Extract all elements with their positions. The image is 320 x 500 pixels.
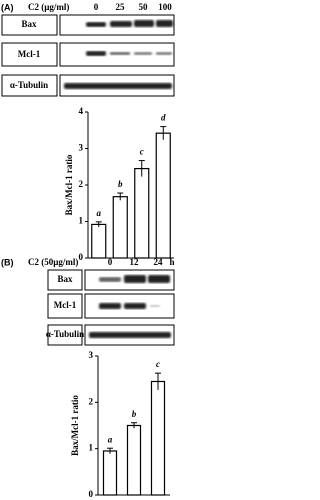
figure: (A) C2 (µg/ml) 0 25 50 100 Bax Mcl-1 α-T… [1, 2, 175, 499]
blot-bands [89, 275, 171, 338]
blot-label: Mcl-1 [18, 49, 41, 59]
blot-label: Mcl-1 [54, 300, 77, 310]
bar [91, 223, 107, 259]
bar [126, 424, 142, 496]
treatment: C2 (50µg/ml) [28, 257, 78, 267]
significance-letter: c [140, 147, 144, 157]
y-axis-label: Bax/Mcl-1 ratio [64, 154, 74, 215]
lane-label: 0 [94, 2, 99, 12]
bar [150, 380, 166, 496]
blot-bands [64, 20, 173, 89]
treatment: C2 (µg/ml) [28, 2, 69, 12]
significance-letter: a [97, 208, 102, 218]
y-tick-label: 2 [79, 179, 84, 189]
label-box [47, 324, 83, 346]
bar [112, 196, 128, 259]
bar [134, 167, 150, 259]
bar [155, 132, 171, 259]
label-box [1, 74, 58, 97]
blot-box [84, 293, 175, 319]
blot-label: α-Tubulin [10, 80, 48, 90]
y-tick-label: 1 [79, 216, 84, 226]
blot-label: Bax [21, 19, 37, 29]
blot-box [84, 269, 175, 291]
lane-label: 25 [116, 2, 126, 12]
significance-letter: a [108, 434, 113, 444]
label-box [1, 14, 58, 36]
y-tick-label: 4 [79, 106, 84, 116]
y-axis-label: Bax/Mcl-1 ratio [70, 395, 80, 456]
y-tick-label: 0 [89, 489, 94, 499]
lane-label: 0 [108, 257, 113, 267]
blot-box [59, 42, 175, 67]
label-box [47, 293, 83, 319]
blot-box [59, 74, 175, 97]
y-tick-label: 0 [79, 252, 84, 262]
panel-label: (A) [1, 2, 14, 12]
significance-letter: c [156, 359, 160, 369]
bar [102, 450, 118, 496]
lane-label: 24 [154, 257, 164, 267]
significance-letter: b [118, 179, 123, 189]
lane-label: 100 [158, 2, 172, 12]
y-tick-label: 3 [89, 350, 94, 360]
y-tick-label: 1 [89, 443, 94, 453]
significance-letter: d [161, 113, 166, 123]
blot-box [84, 324, 175, 346]
lane-label: 50 [139, 2, 149, 12]
y-tick-label: 3 [79, 143, 84, 153]
blot-label: Bax [57, 274, 73, 284]
panel-label: (B) [1, 257, 14, 267]
blot-label: α-Tubulin [46, 329, 84, 339]
blot-box [59, 14, 175, 36]
significance-letter: b [132, 409, 137, 419]
label-box [47, 269, 83, 291]
label-box [1, 42, 58, 67]
unit: h [169, 257, 174, 267]
y-tick-label: 2 [89, 396, 94, 406]
lane-label: 12 [130, 257, 140, 267]
